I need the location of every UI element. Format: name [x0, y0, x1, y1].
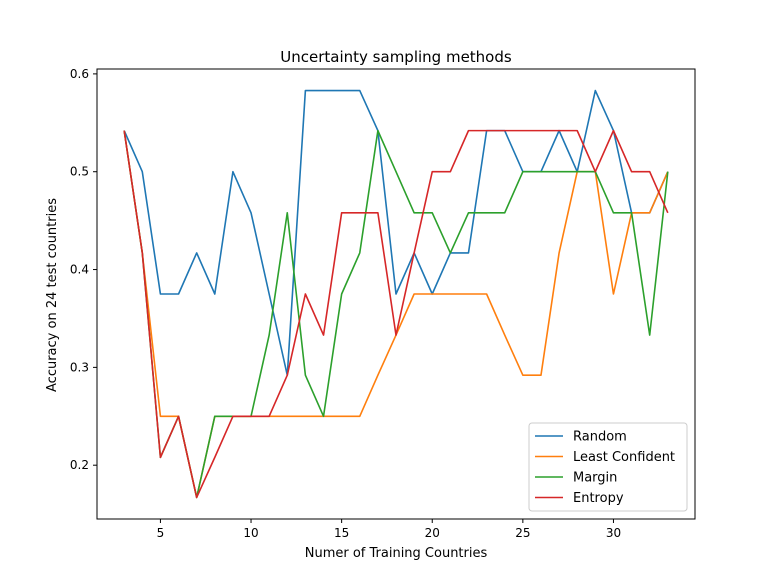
- legend-label-margin: Margin: [573, 471, 617, 486]
- x-tick-label: 25: [515, 526, 530, 540]
- x-tick-label: 15: [334, 526, 349, 540]
- x-tick-label: 5: [157, 526, 165, 540]
- x-axis-label: Numer of Training Countries: [305, 546, 488, 561]
- legend-label-entropy: Entropy: [573, 491, 624, 506]
- series-line-margin: [123, 129, 669, 499]
- legend-label-random: Random: [573, 430, 627, 445]
- y-axis-label: Accuracy on 24 test countries: [45, 198, 60, 392]
- chart-title: Uncertainty sampling methods: [280, 48, 512, 66]
- x-tick-label: 20: [425, 526, 440, 540]
- x-tick-label: 10: [243, 526, 258, 540]
- plot-frame: [96, 68, 696, 520]
- y-tick-label: 0.2: [70, 458, 89, 472]
- legend-box: [528, 422, 688, 512]
- legend: Random Least Confident Margin Entropy: [528, 422, 688, 512]
- series-line-entropy: [123, 129, 669, 499]
- y-tick-label: 0.5: [70, 165, 89, 179]
- y-tick-label: 0.3: [70, 360, 89, 374]
- series-lines: [123, 89, 669, 499]
- y-tick-label: 0.4: [70, 263, 89, 277]
- legend-label-least-confident: Least Confident: [573, 450, 675, 465]
- axis-ticks: 5 10 15 20 25 30 0.2 0.3 0.4 0.5 0.6: [70, 67, 621, 540]
- x-tick-label: 30: [606, 526, 621, 540]
- y-tick-label: 0.6: [70, 67, 89, 81]
